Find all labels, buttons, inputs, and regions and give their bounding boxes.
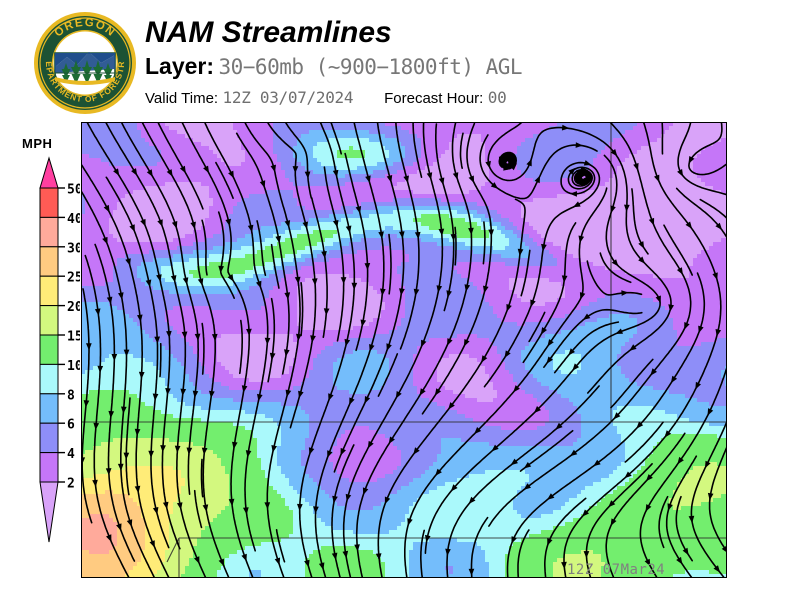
streamline-map[interactable]: [81, 122, 727, 578]
colorbar-svg: 50 40 30 25 20 15 10 8 6 4 2: [39, 156, 80, 543]
legend-tick-6: 6: [67, 418, 75, 433]
oregon-department-of-forestry-seal-icon: OREGON DEPARTMENT OF FORESTRY: [33, 11, 137, 115]
legend-tick-8: 8: [67, 388, 75, 403]
legend-tick-50: 50: [67, 183, 80, 198]
streamlines: [81, 122, 727, 578]
valid-time-line: Valid Time: 12Z 03/07/2024 Forecast Hour…: [145, 88, 522, 109]
streamline-direction-arrows: [81, 124, 727, 576]
valid-time-value: 12Z 03/07/2024: [222, 88, 354, 107]
layer-value: 30−60mb (∼900−1800ft) AGL: [218, 55, 523, 79]
legend-tick-25: 25: [67, 271, 80, 286]
layer-label: Layer:: [145, 53, 215, 79]
state-border-lines: [81, 122, 727, 578]
legend-tick-40: 40: [67, 212, 80, 227]
legend-tick-4: 4: [67, 447, 75, 462]
legend-units-label: MPH: [22, 136, 53, 151]
colorbar-legend: MPH 50 40 30 25 20 15 10 8 6 4 2: [10, 136, 80, 566]
forecast-hour-value: 00: [487, 88, 507, 107]
legend-tick-30: 30: [67, 241, 80, 256]
legend-tick-10: 10: [67, 359, 80, 374]
forecast-hour-label: Forecast Hour:: [384, 90, 484, 107]
legend-tick-2: 2: [67, 477, 75, 492]
legend-tick-20: 20: [67, 300, 80, 315]
valid-time-label: Valid Time:: [145, 90, 219, 107]
header-banner: OREGON DEPARTMENT OF FORESTRY NAM Stream…: [0, 0, 800, 118]
layer-line: Layer: 30−60mb (∼900−1800ft) AGL: [145, 52, 523, 84]
legend-tick-15: 15: [67, 330, 80, 345]
page-title: NAM Streamlines: [145, 16, 392, 49]
title-block: NAM Streamlines Layer: 30−60mb (∼900−180…: [145, 16, 523, 109]
map-timestamp: 12Z 07Mar24: [567, 562, 666, 578]
